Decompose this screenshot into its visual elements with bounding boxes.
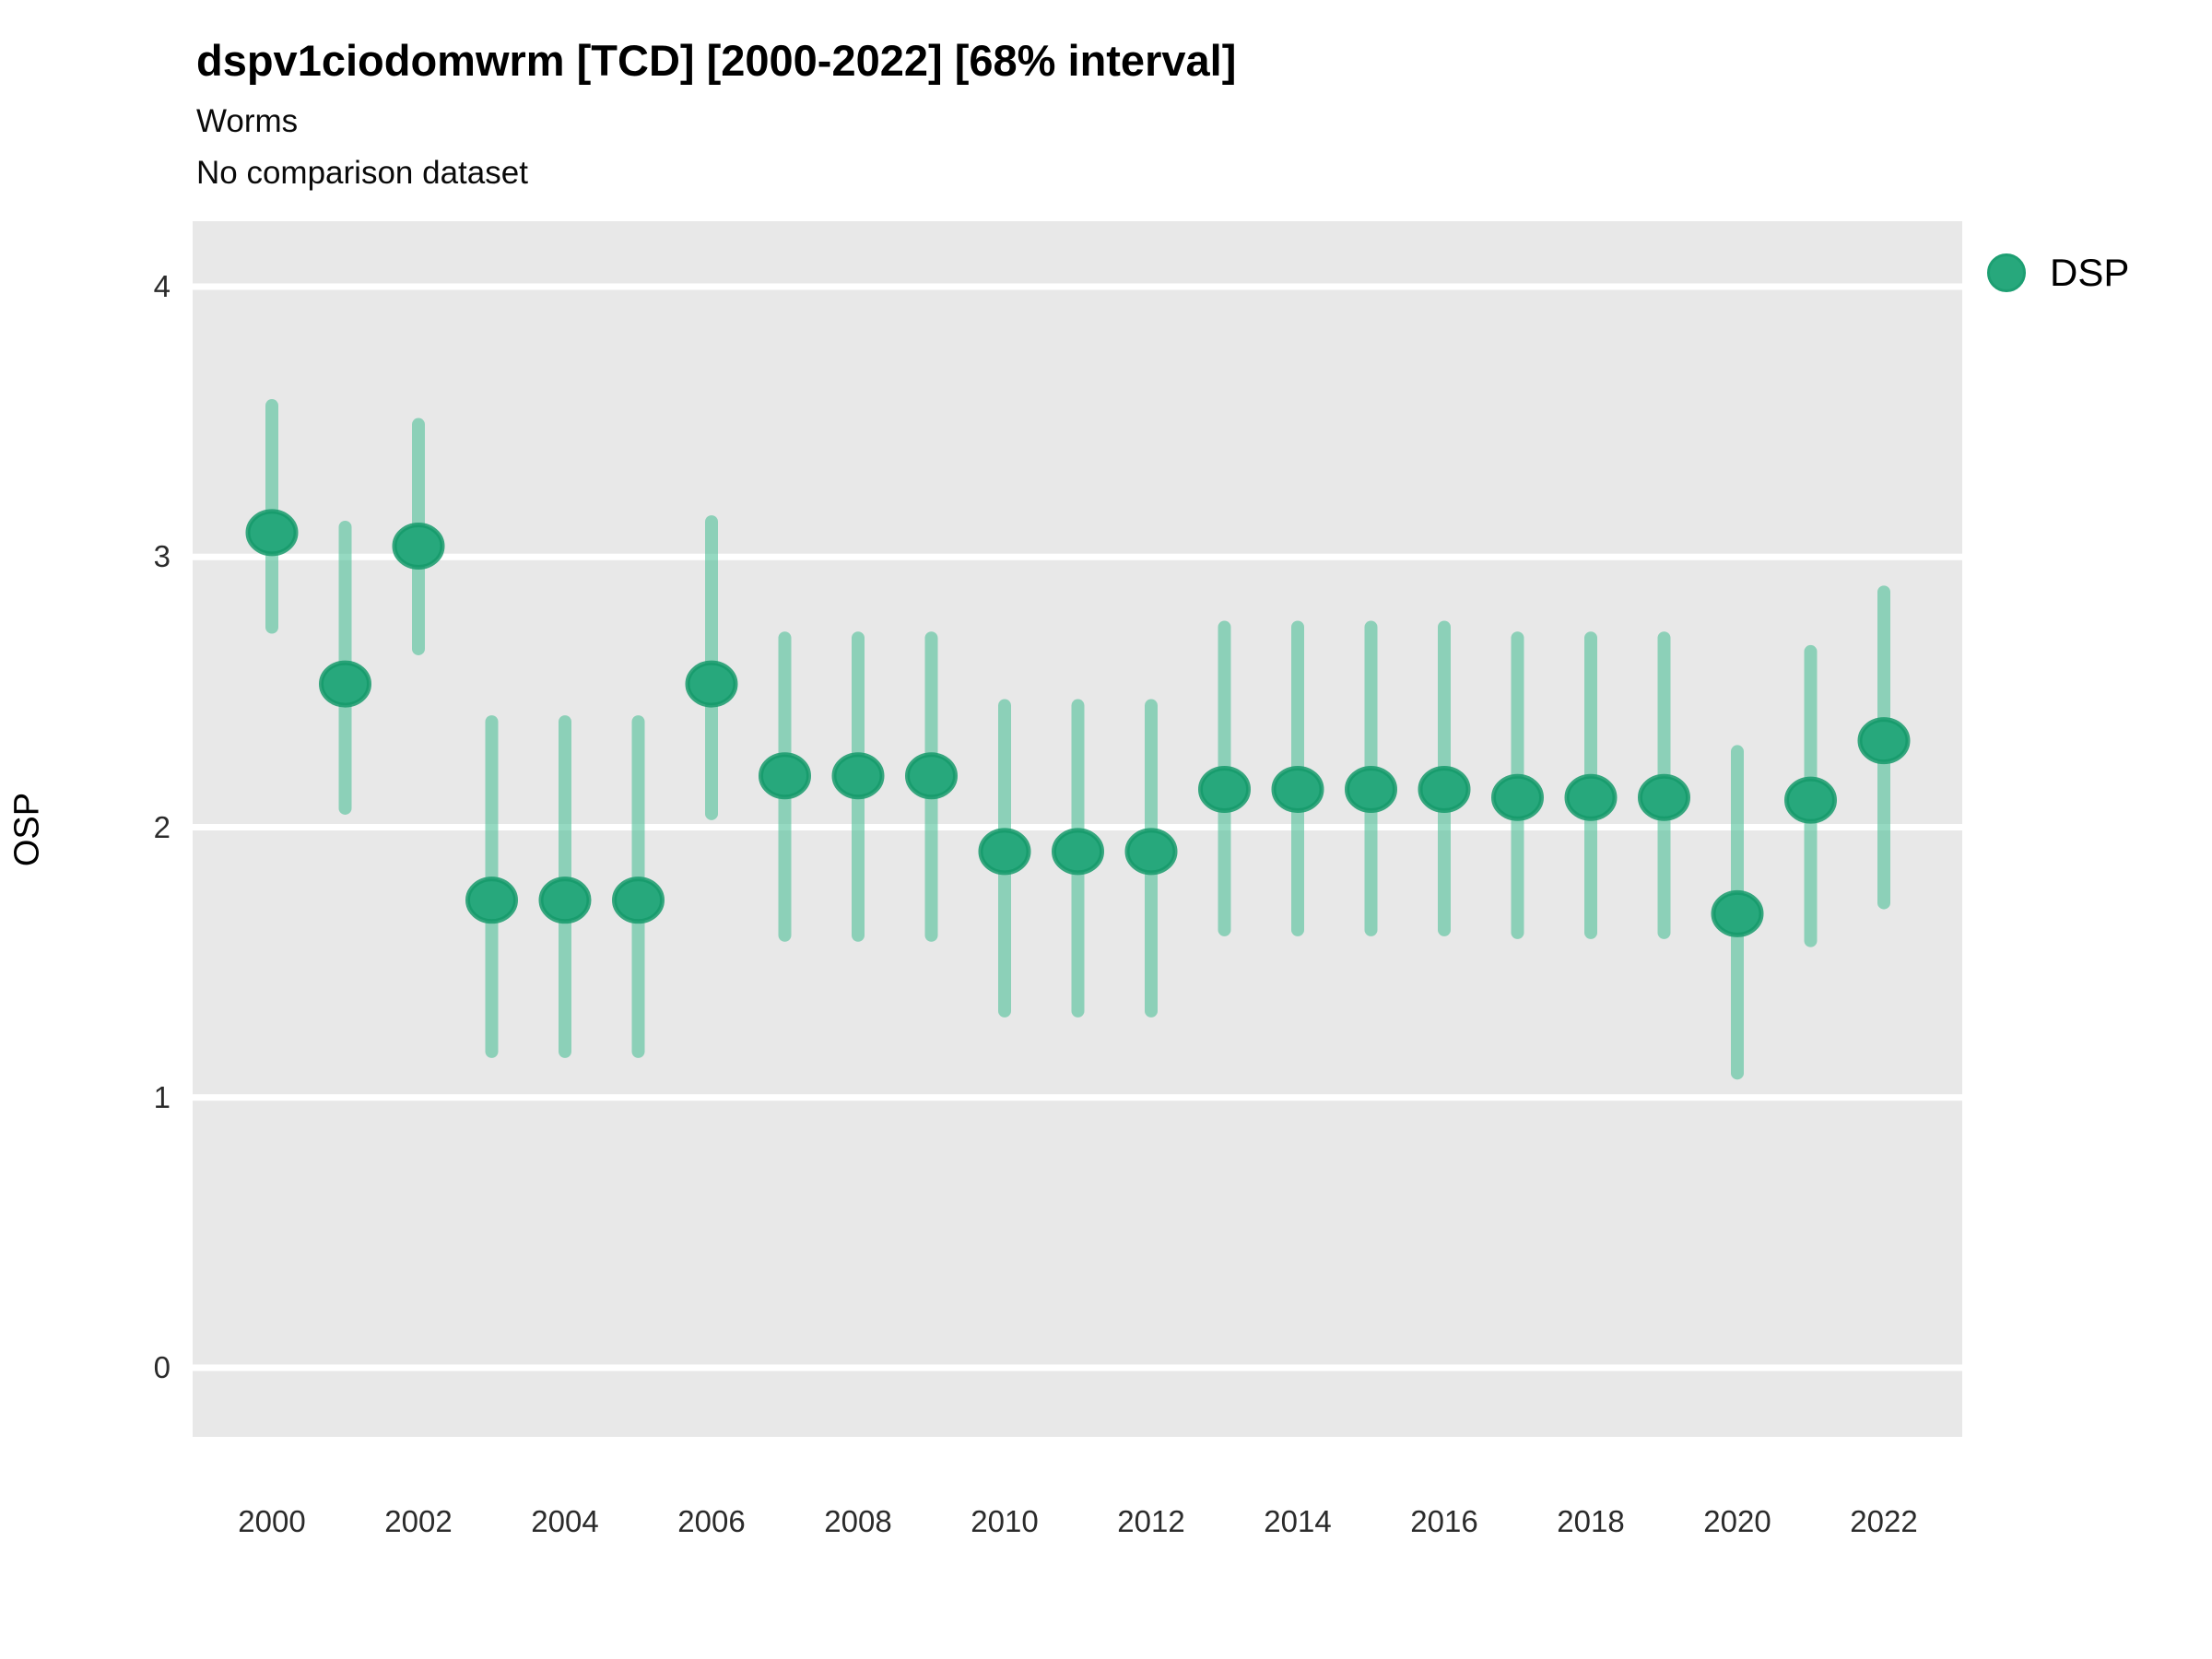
- x-tick-label-2010: 2010: [971, 1504, 1039, 1538]
- x-tick-label-2002: 2002: [384, 1504, 453, 1538]
- legend-label: DSP: [2050, 251, 2130, 294]
- chart-subtitle-2: No comparison dataset: [196, 155, 528, 191]
- x-tick-label-2012: 2012: [1117, 1504, 1185, 1538]
- x-tick-label-2020: 2020: [1703, 1504, 1771, 1538]
- point-2006: [685, 660, 738, 708]
- point-2002: [392, 523, 445, 571]
- y-tick-label-0: 0: [153, 1350, 171, 1384]
- y-axis-title: OSP: [7, 792, 47, 867]
- point-2007: [759, 752, 811, 800]
- point-2017: [1491, 773, 1544, 821]
- point-2000: [245, 509, 299, 557]
- x-tick-label-2018: 2018: [1557, 1504, 1625, 1538]
- y-tick-label-1: 1: [153, 1079, 171, 1114]
- point-2016: [1418, 765, 1471, 813]
- point-2011: [1052, 828, 1104, 876]
- point-2019: [1638, 773, 1690, 821]
- chart-subtitle: Worms: [196, 103, 299, 139]
- legend-marker-dsp: [1987, 253, 2026, 292]
- x-tick-label-2006: 2006: [677, 1504, 746, 1538]
- x-tick-label-2004: 2004: [531, 1504, 599, 1538]
- point-2013: [1198, 765, 1251, 813]
- point-2021: [1784, 776, 1837, 824]
- x-tick-label-2000: 2000: [238, 1504, 306, 1538]
- x-tick-label-2008: 2008: [824, 1504, 892, 1538]
- y-tick-label-2: 2: [153, 809, 171, 844]
- y-tick-label-4: 4: [153, 269, 171, 303]
- point-2014: [1271, 765, 1324, 813]
- chart-title: dspv1ciodomwrm [TCD] [2000-2022] [68% in…: [196, 36, 1237, 85]
- plot-svg: [193, 283, 1962, 1371]
- point-2015: [1345, 765, 1397, 813]
- point-2009: [905, 752, 958, 800]
- point-2012: [1124, 828, 1178, 876]
- x-tick-label-2014: 2014: [1264, 1504, 1332, 1538]
- x-tick-label-2022: 2022: [1850, 1504, 1918, 1538]
- legend: DSP: [1987, 251, 2129, 295]
- plot-panel: [193, 221, 1962, 1437]
- point-2003: [465, 877, 518, 924]
- y-tick-label-3: 3: [153, 539, 171, 574]
- point-2010: [978, 828, 1031, 876]
- point-2004: [538, 877, 592, 924]
- point-2018: [1564, 773, 1618, 821]
- point-2008: [831, 752, 885, 800]
- point-2022: [1857, 717, 1911, 765]
- point-2005: [612, 877, 665, 924]
- point-2020: [1711, 889, 1764, 937]
- x-tick-label-2016: 2016: [1410, 1504, 1478, 1538]
- point-2001: [319, 660, 371, 708]
